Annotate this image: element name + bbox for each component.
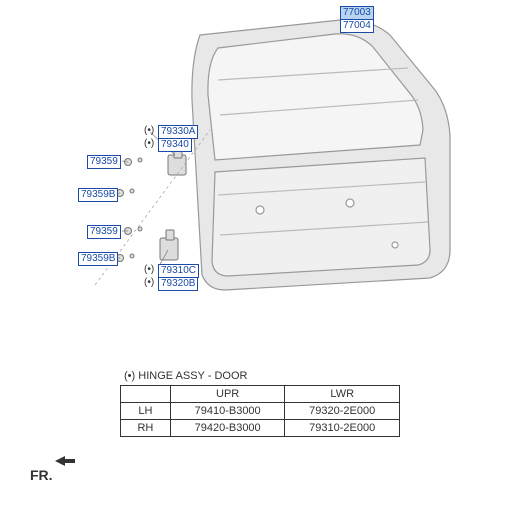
col-lwr: LWR <box>285 386 400 403</box>
title-text: HINGE ASSY - DOOR <box>138 370 247 382</box>
table-title: (•) HINGE ASSY - DOOR <box>120 370 400 382</box>
title-prefix: (•) <box>124 370 135 382</box>
part-label-79310c[interactable]: 79310C <box>158 264 199 278</box>
part-label-79359[interactable]: 79359 <box>87 225 121 239</box>
table-row: LH79410-B300079320-2E000 <box>121 403 400 420</box>
part-label-79359[interactable]: 79359 <box>87 155 121 169</box>
table-cell: 79320-2E000 <box>285 403 400 420</box>
part-label-77003[interactable]: 77003 <box>340 6 374 20</box>
table-header-row: UPR LWR <box>121 386 400 403</box>
part-label-79359b[interactable]: 79359B <box>78 188 118 202</box>
part-label-79320b[interactable]: 79320B <box>158 277 198 291</box>
col-blank <box>121 386 171 403</box>
hinge-assy-table: UPR LWR LH79410-B300079320-2E000RH79420-… <box>120 385 400 437</box>
exploded-diagram <box>0 0 511 340</box>
door-panel-svg <box>0 0 511 340</box>
col-upr: UPR <box>170 386 285 403</box>
label-prefix: (•) <box>144 277 154 288</box>
table-cell: RH <box>121 420 171 437</box>
label-prefix: (•) <box>144 125 154 136</box>
part-label-79330a[interactable]: 79330A <box>158 125 198 139</box>
hinge-table-area: (•) HINGE ASSY - DOOR UPR LWR LH79410-B3… <box>120 370 400 437</box>
fr-direction-arrow <box>55 454 77 468</box>
table-row: RH79420-B300079310-2E000 <box>121 420 400 437</box>
part-label-77004[interactable]: 77004 <box>340 19 374 33</box>
part-label-79359b[interactable]: 79359B <box>78 252 118 266</box>
table-cell: 79420-B3000 <box>170 420 285 437</box>
label-prefix: (•) <box>144 264 154 275</box>
fr-direction-label: FR. <box>30 467 53 483</box>
table-cell: 79410-B3000 <box>170 403 285 420</box>
table-cell: 79310-2E000 <box>285 420 400 437</box>
part-label-79340[interactable]: 79340 <box>158 138 192 152</box>
label-prefix: (•) <box>144 138 154 149</box>
table-cell: LH <box>121 403 171 420</box>
